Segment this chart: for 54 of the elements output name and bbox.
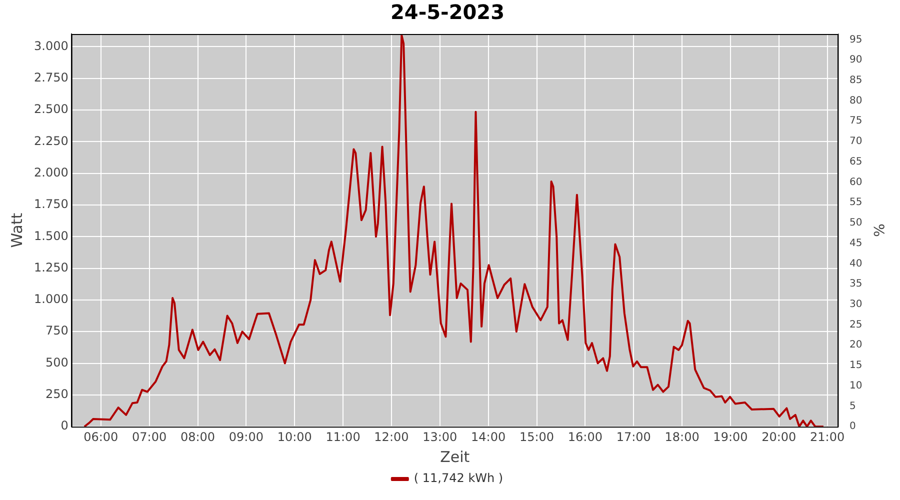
x-tick-label: 08:00 bbox=[180, 430, 216, 444]
y2-tick-label: 20 bbox=[849, 340, 862, 351]
y2-tick-label: 60 bbox=[849, 176, 862, 188]
legend-label: ( 11,742 kWh ) bbox=[414, 471, 504, 486]
x-tick-label: 19:00 bbox=[713, 430, 748, 444]
x-tick-label: 11:00 bbox=[326, 430, 360, 444]
x-tick-label: 16:00 bbox=[568, 430, 602, 444]
y2-tick-label: 50 bbox=[849, 218, 862, 229]
x-tick-label: 10:00 bbox=[277, 430, 312, 444]
y-tick-label: 2.250 bbox=[34, 134, 68, 148]
y2-tick-label: 80 bbox=[849, 95, 862, 106]
y-tick-label: 2.500 bbox=[34, 102, 68, 116]
x-tick-label: 15:00 bbox=[519, 430, 554, 444]
y2-tick-label: 85 bbox=[849, 75, 862, 86]
x-tick-label: 21:00 bbox=[810, 430, 845, 444]
y2-tick-label: 5 bbox=[849, 400, 856, 412]
y-tick-label: 2.000 bbox=[34, 165, 68, 180]
y-tick-label: 250 bbox=[45, 387, 68, 402]
y2-axis-title: % bbox=[870, 224, 886, 237]
y-tick-label: 750 bbox=[45, 324, 68, 338]
y2-tick-label: 15 bbox=[849, 360, 862, 372]
x-tick-label: 13:00 bbox=[422, 430, 458, 444]
y2-tick-label: 40 bbox=[849, 258, 862, 270]
y2-tick-label: 0 bbox=[849, 421, 856, 432]
y2-tick-label: 10 bbox=[849, 380, 862, 392]
x-tick-label: 12:00 bbox=[374, 430, 409, 444]
y2-tick-label: 90 bbox=[849, 54, 862, 66]
x-axis-title: Zeit bbox=[440, 448, 470, 466]
x-tick-label: 20:00 bbox=[762, 430, 796, 444]
y-tick-label: 3.000 bbox=[34, 38, 68, 53]
x-tick-label: 17:00 bbox=[616, 430, 651, 444]
x-tick-label: 09:00 bbox=[228, 430, 264, 444]
y-tick-label: 0 bbox=[60, 418, 68, 433]
y2-tick-label: 25 bbox=[849, 319, 862, 330]
chart-title: 24-5-2023 bbox=[390, 0, 505, 24]
y2-tick-label: 70 bbox=[849, 136, 862, 148]
y-tick-label: 1.250 bbox=[34, 260, 68, 274]
y-tick-label: 1.000 bbox=[34, 292, 68, 306]
y-axis-title: Watt bbox=[8, 212, 26, 248]
y2-tick-label: 45 bbox=[849, 238, 862, 249]
y-tick-label: 2.750 bbox=[34, 70, 68, 84]
y2-tick-label: 65 bbox=[849, 156, 862, 168]
y2-tick-label: 75 bbox=[849, 116, 862, 127]
x-tick-label: 06:00 bbox=[84, 430, 118, 444]
x-tick-label: 18:00 bbox=[664, 430, 700, 444]
y2-tick-label: 95 bbox=[849, 34, 862, 46]
y2-tick-label: 35 bbox=[849, 278, 862, 290]
y2-tick-label: 55 bbox=[849, 197, 862, 208]
y-tick-label: 500 bbox=[45, 355, 68, 370]
y-tick-label: 1.750 bbox=[34, 197, 68, 212]
x-tick-label: 14:00 bbox=[471, 430, 506, 444]
y2-tick-label: 30 bbox=[849, 299, 862, 310]
x-tick-label: 07:00 bbox=[132, 430, 167, 444]
y-tick-label: 1.500 bbox=[34, 228, 68, 243]
